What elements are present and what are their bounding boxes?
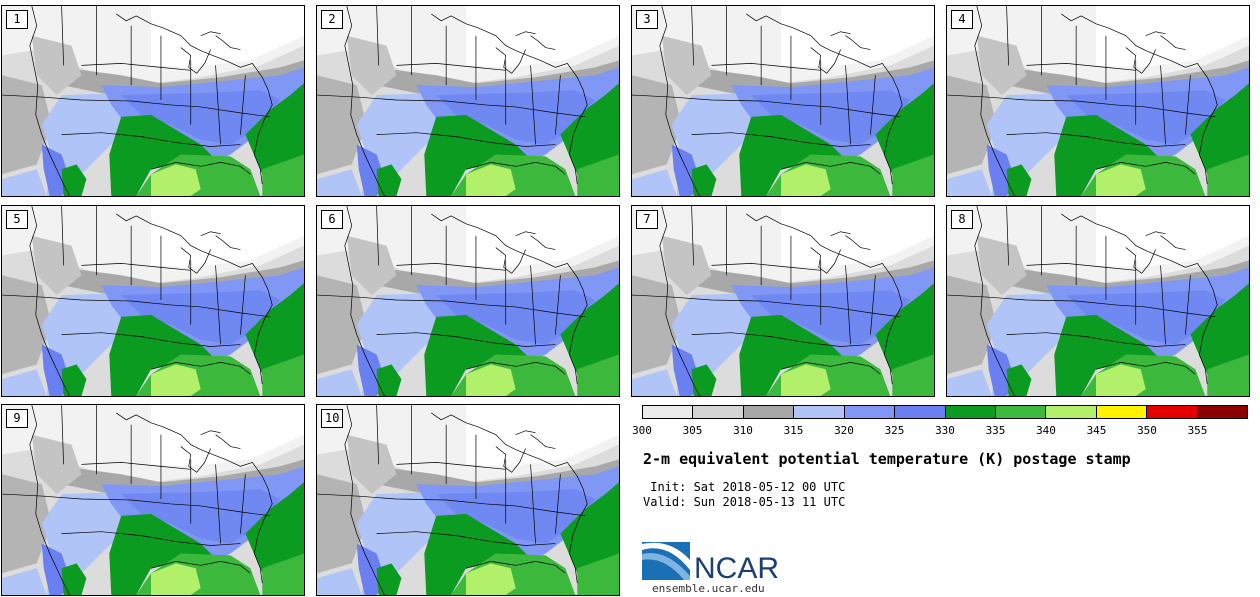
color-scale-bar <box>642 405 1248 419</box>
color-scale-segment <box>1096 406 1148 418</box>
map-image <box>947 206 1249 396</box>
ensemble-member-map-9: 9 <box>1 404 305 596</box>
color-scale-tick-label: 330 <box>935 424 955 437</box>
color-scale-segment <box>1197 406 1248 418</box>
color-scale-tick-label: 315 <box>783 424 804 437</box>
map-image <box>632 6 934 196</box>
map-image <box>317 6 619 196</box>
ensemble-member-map-2: 2 <box>316 5 620 197</box>
ncar-logo: NCAR <box>642 542 779 582</box>
color-scale-segment <box>995 406 1047 418</box>
color-scale-segment <box>1046 406 1097 418</box>
color-scale-segment <box>743 406 795 418</box>
color-scale-segment <box>895 406 946 418</box>
map-image <box>2 405 304 595</box>
color-scale-tick-label: 325 <box>884 424 905 437</box>
member-label: 1 <box>6 10 28 29</box>
member-label: 7 <box>636 210 658 229</box>
color-scale-segment <box>945 406 996 418</box>
color-scale-tick-label: 355 <box>1187 424 1208 437</box>
map-image <box>317 405 619 595</box>
ensemble-member-map-6: 6 <box>316 205 620 397</box>
color-scale-tick-label: 320 <box>834 424 854 437</box>
member-label: 10 <box>321 409 344 428</box>
ensemble-member-map-7: 7 <box>631 205 935 397</box>
color-scale-segment <box>794 406 845 418</box>
product-title: 2-m equivalent potential temperature (K)… <box>643 450 1131 468</box>
member-label: 5 <box>6 210 28 229</box>
init-time: Init: Sat 2018-05-12 00 UTC <box>643 480 846 494</box>
map-image <box>947 6 1249 196</box>
map-image <box>632 206 934 396</box>
color-scale-tick-label: 300 <box>632 424 652 437</box>
ensemble-member-map-10: 10 <box>316 404 620 596</box>
color-scale-segment <box>1147 406 1198 418</box>
member-label: 2 <box>321 10 343 29</box>
member-label: 4 <box>951 10 973 29</box>
color-scale-tick-label: 350 <box>1137 424 1157 437</box>
valid-time: Valid: Sun 2018-05-13 11 UTC <box>643 495 846 509</box>
member-label: 6 <box>321 210 343 229</box>
member-label: 8 <box>951 210 973 229</box>
color-scale-tick-label: 335 <box>985 424 1006 437</box>
color-scale-tick-label: 345 <box>1086 424 1107 437</box>
member-label: 3 <box>636 10 658 29</box>
map-image <box>2 6 304 196</box>
map-image <box>317 206 619 396</box>
ensemble-member-map-4: 4 <box>946 5 1250 197</box>
ensemble-member-map-5: 5 <box>1 205 305 397</box>
color-scale-tick-label: 340 <box>1036 424 1056 437</box>
color-scale-segment <box>643 406 694 418</box>
map-image <box>2 206 304 396</box>
ensemble-member-map-3: 3 <box>631 5 935 197</box>
ensemble-member-map-8: 8 <box>946 205 1250 397</box>
color-scale-segment <box>844 406 896 418</box>
ensemble-member-map-1: 1 <box>1 5 305 197</box>
member-label: 9 <box>6 409 28 428</box>
source-url[interactable]: ensemble.ucar.edu <box>652 582 765 595</box>
color-scale-segment <box>693 406 744 418</box>
color-scale-tick-label: 310 <box>733 424 753 437</box>
logo-text: NCAR <box>694 552 779 582</box>
color-scale-tick-label: 305 <box>682 424 703 437</box>
